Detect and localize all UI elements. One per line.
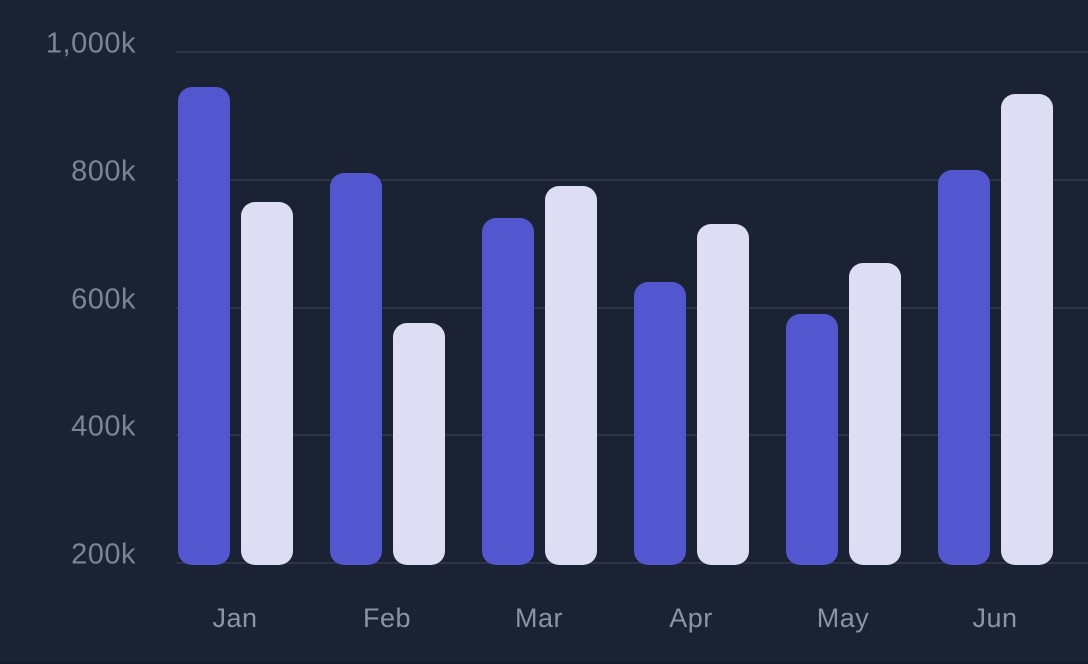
bar-jan-lavender-series — [241, 202, 293, 565]
bar-may-lavender-series — [849, 262, 901, 565]
x-axis-label-may: May — [816, 603, 870, 633]
x-axis-label-jan: Jan — [212, 603, 258, 633]
x-axis-label-mar: Mar — [515, 603, 563, 633]
y-axis-tick-label: 200k — [71, 538, 136, 571]
bar-feb-lavender-series — [393, 323, 445, 565]
bar-may-indigo-series — [786, 313, 838, 565]
bar-apr-indigo-series — [634, 281, 686, 565]
x-axis-label-feb: Feb — [362, 603, 412, 633]
bar-feb-indigo-series — [330, 173, 382, 565]
gridline-200k — [176, 562, 1088, 564]
gridline-1,000k — [176, 51, 1088, 53]
x-axis-label-jun: Jun — [972, 603, 1018, 633]
window-bottom-edge — [0, 661, 1088, 664]
gridline-800k — [176, 178, 1088, 181]
y-axis-tick-label: 400k — [71, 410, 136, 443]
bar-mar-lavender-series — [545, 186, 597, 565]
bar-mar-indigo-series — [482, 218, 534, 565]
bar-jun-lavender-series — [1001, 93, 1053, 565]
y-axis-tick-label: 1,000k — [45, 27, 136, 60]
bar-jan-indigo-series — [178, 87, 230, 565]
gridline-600k — [176, 306, 1088, 309]
y-axis-tick-label: 800k — [71, 155, 136, 188]
gridline-400k — [176, 434, 1088, 437]
bar-jun-indigo-series — [938, 170, 990, 565]
y-axis-tick-label: 600k — [71, 283, 136, 315]
bar-apr-lavender-series — [697, 224, 749, 565]
x-axis-label-apr: Apr — [669, 603, 713, 633]
